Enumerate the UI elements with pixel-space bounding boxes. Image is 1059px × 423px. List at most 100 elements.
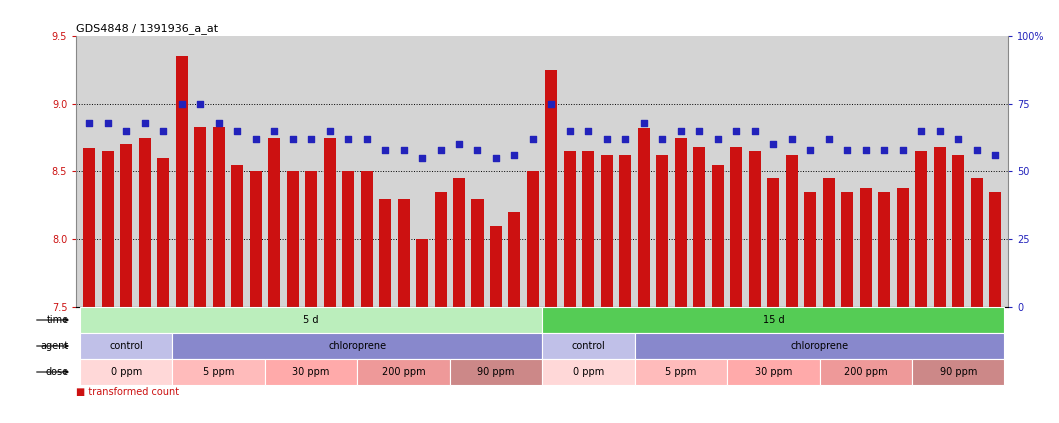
Bar [268,137,280,307]
Bar [250,171,262,307]
Bar [860,188,872,307]
Point [802,146,819,153]
Point [80,119,97,126]
Text: 90 ppm: 90 ppm [478,367,515,377]
Text: chloroprene: chloroprene [328,341,387,351]
Text: 0 ppm: 0 ppm [110,367,142,377]
Point [137,119,154,126]
Bar [657,155,668,307]
Bar [360,171,373,307]
Point [672,127,689,134]
Bar [934,147,946,307]
Point [543,100,560,107]
Bar [542,359,634,385]
Text: 200 ppm: 200 ppm [844,367,887,377]
Point [284,135,301,142]
Point [950,135,967,142]
Bar [173,333,542,359]
Bar [878,192,891,307]
Bar [379,198,391,307]
Point [155,127,172,134]
Bar [620,155,631,307]
Bar [79,307,542,333]
Bar [79,359,173,385]
Bar [564,151,576,307]
Point [487,154,504,161]
Point [598,135,615,142]
Text: time: time [47,315,69,325]
Point [931,127,948,134]
Point [303,135,320,142]
Point [765,141,782,148]
Bar [84,148,95,307]
Bar [728,359,820,385]
Bar [694,147,705,307]
Bar [989,192,1001,307]
Text: 15 d: 15 d [762,315,784,325]
Text: GDS4848 / 1391936_a_at: GDS4848 / 1391936_a_at [76,23,218,34]
Point [266,127,283,134]
Bar [638,128,650,307]
Bar [749,151,760,307]
Text: control: control [572,341,606,351]
Point [340,135,357,142]
Point [987,152,1004,159]
Bar [823,178,834,307]
Bar [397,198,410,307]
Text: 5 d: 5 d [303,315,319,325]
Text: 200 ppm: 200 ppm [381,367,426,377]
Point [690,127,707,134]
Bar [453,178,465,307]
Point [210,119,227,126]
Bar [194,127,207,307]
Text: control: control [109,341,143,351]
Text: agent: agent [40,341,69,351]
Bar [841,192,854,307]
Text: 30 ppm: 30 ppm [755,367,792,377]
Bar [542,307,1005,333]
Bar [79,333,173,359]
Bar [527,171,539,307]
Text: 5 ppm: 5 ppm [203,367,234,377]
Point [894,146,911,153]
Bar [139,137,150,307]
Text: 5 ppm: 5 ppm [665,367,697,377]
Point [377,146,394,153]
Point [580,127,597,134]
Point [710,135,726,142]
Point [100,119,116,126]
Point [858,146,875,153]
Bar [786,155,797,307]
Bar [731,147,742,307]
Bar [952,155,965,307]
Bar [176,56,187,307]
Point [635,119,652,126]
Point [839,146,856,153]
Bar [820,359,912,385]
Point [192,100,209,107]
Bar [912,359,1005,385]
Bar [120,144,132,307]
Point [469,146,486,153]
Bar [324,137,336,307]
Text: 30 ppm: 30 ppm [292,367,329,377]
Point [747,127,764,134]
Point [653,135,670,142]
Bar [450,359,542,385]
Point [414,154,431,161]
Point [247,135,264,142]
Text: dose: dose [46,367,69,377]
Bar [545,70,557,307]
Point [821,135,838,142]
Point [506,152,523,159]
Bar [173,359,265,385]
Point [561,127,578,134]
Point [617,135,634,142]
Point [728,127,744,134]
Bar [231,165,244,307]
Bar [915,151,928,307]
Bar [542,333,634,359]
Bar [971,178,983,307]
Bar [634,359,728,385]
Point [876,146,893,153]
